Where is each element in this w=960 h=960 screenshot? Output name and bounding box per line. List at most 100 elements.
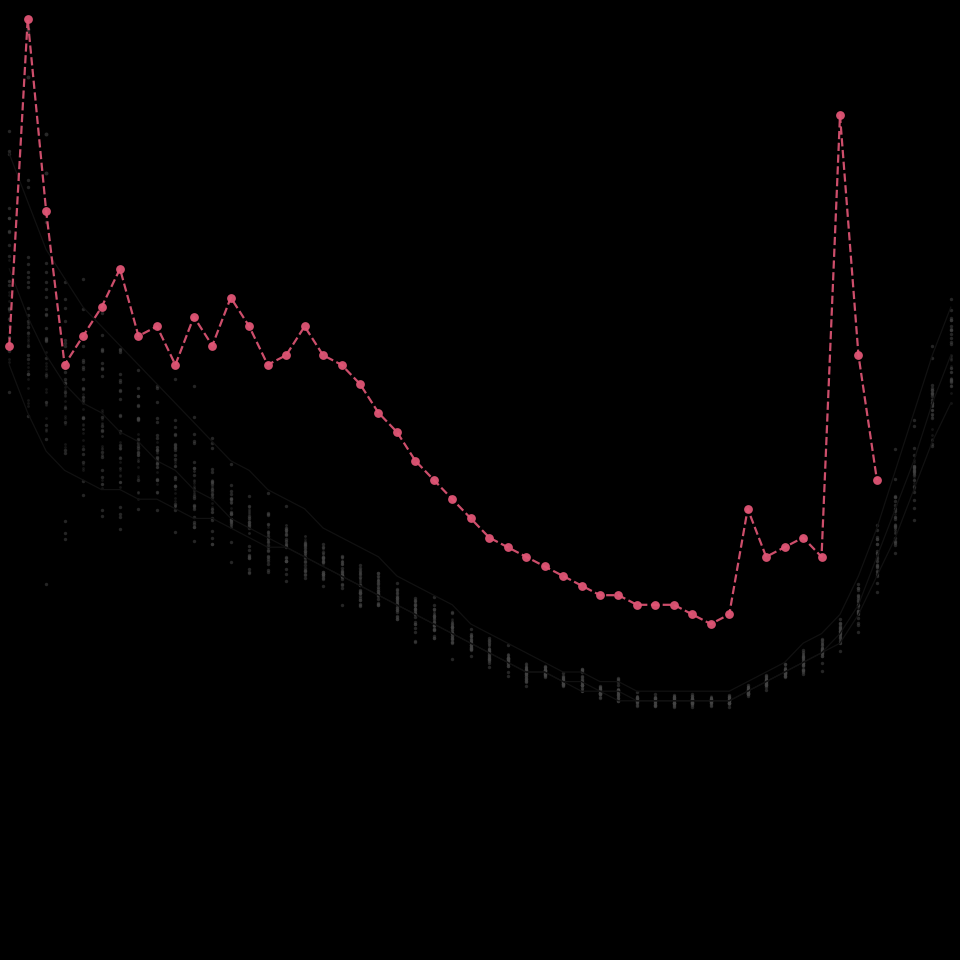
Point xyxy=(518,663,534,679)
Point xyxy=(38,275,54,290)
Point xyxy=(223,486,238,501)
Point xyxy=(832,636,848,651)
Point xyxy=(684,693,700,708)
Point xyxy=(389,586,404,601)
Point xyxy=(278,524,294,540)
Point xyxy=(408,624,423,639)
Point xyxy=(2,287,17,302)
Point xyxy=(611,671,626,686)
Point xyxy=(2,311,17,326)
Point xyxy=(777,664,792,680)
Point xyxy=(278,522,294,538)
Point xyxy=(334,566,349,582)
Point xyxy=(722,691,737,707)
Point xyxy=(278,549,294,564)
Point xyxy=(94,439,109,454)
Point xyxy=(869,545,884,561)
Point xyxy=(684,691,700,707)
Point xyxy=(518,660,534,675)
Point xyxy=(888,545,903,561)
Point xyxy=(832,630,848,645)
Point xyxy=(20,360,36,375)
Point xyxy=(2,301,17,317)
Point xyxy=(537,666,552,682)
Point xyxy=(186,309,202,324)
Point xyxy=(648,698,663,713)
Point xyxy=(297,562,312,577)
Point xyxy=(500,647,516,662)
Point xyxy=(2,252,17,268)
Point xyxy=(112,342,128,357)
Point xyxy=(796,642,811,658)
Point xyxy=(740,679,756,694)
Point xyxy=(260,529,276,544)
Point xyxy=(57,314,72,329)
Point xyxy=(371,596,386,612)
Point xyxy=(186,490,202,505)
Point xyxy=(777,668,792,684)
Point xyxy=(796,530,811,545)
Point xyxy=(204,472,220,488)
Point xyxy=(186,473,202,489)
Point xyxy=(426,588,442,604)
Point xyxy=(186,378,202,394)
Point xyxy=(537,667,552,683)
Point xyxy=(260,529,276,544)
Point xyxy=(924,382,940,397)
Point xyxy=(924,407,940,422)
Point xyxy=(758,671,774,686)
Point xyxy=(223,514,238,529)
Point xyxy=(722,691,737,707)
Point xyxy=(57,357,72,372)
Point xyxy=(796,648,811,663)
Point xyxy=(168,357,183,372)
Point xyxy=(740,680,756,695)
Point xyxy=(38,214,54,229)
Point xyxy=(371,587,386,602)
Point xyxy=(814,636,829,651)
Point xyxy=(389,590,404,606)
Point xyxy=(426,610,442,625)
Point xyxy=(537,664,552,680)
Point xyxy=(389,586,404,601)
Point xyxy=(242,550,257,565)
Point xyxy=(851,592,866,608)
Point xyxy=(204,462,220,477)
Point xyxy=(242,319,257,334)
Point xyxy=(851,588,866,603)
Point xyxy=(722,689,737,705)
Point xyxy=(869,517,884,533)
Point xyxy=(260,548,276,564)
Point xyxy=(278,517,294,533)
Point xyxy=(684,689,700,705)
Point xyxy=(426,606,442,621)
Point xyxy=(722,689,737,705)
Point xyxy=(371,570,386,586)
Point xyxy=(722,693,737,708)
Point xyxy=(943,378,958,394)
Point xyxy=(537,660,552,675)
Point xyxy=(537,661,552,677)
Point xyxy=(297,535,312,550)
Point xyxy=(851,606,866,621)
Point xyxy=(832,632,848,647)
Point xyxy=(149,410,164,425)
Point xyxy=(832,627,848,642)
Point xyxy=(168,459,183,474)
Point xyxy=(574,669,589,684)
Point xyxy=(629,690,644,706)
Point xyxy=(204,481,220,496)
Point xyxy=(906,492,922,508)
Point xyxy=(463,629,478,644)
Point xyxy=(352,575,368,590)
Point xyxy=(260,538,276,553)
Point xyxy=(204,530,220,545)
Point xyxy=(20,24,36,39)
Point xyxy=(592,686,608,702)
Point xyxy=(592,681,608,696)
Point xyxy=(20,69,36,84)
Point xyxy=(814,647,829,662)
Point xyxy=(204,495,220,511)
Point xyxy=(223,492,238,507)
Point xyxy=(629,597,644,612)
